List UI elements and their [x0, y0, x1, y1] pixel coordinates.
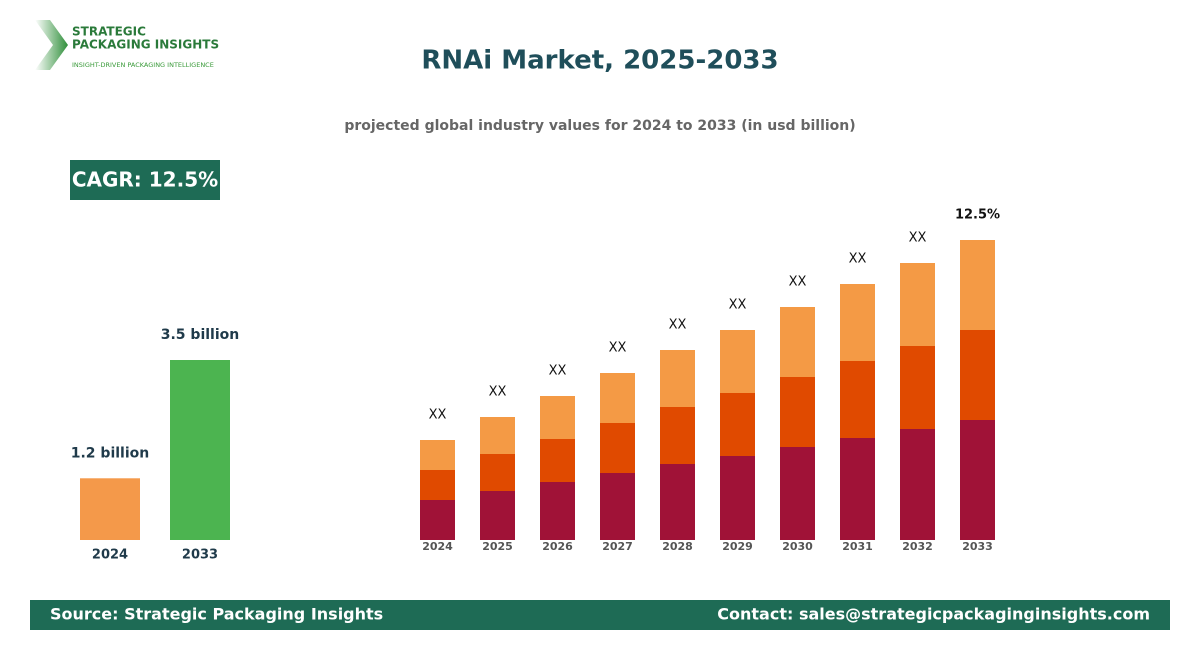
bar-segment	[840, 284, 875, 361]
bar-segment	[900, 263, 935, 346]
bar-segment	[960, 330, 995, 420]
x-tick-label: 2033	[182, 548, 218, 563]
x-tick-label: 2029	[722, 540, 753, 553]
bar	[80, 478, 140, 540]
bar-segment	[720, 393, 755, 456]
bar-segment	[660, 350, 695, 407]
bar-segment	[480, 417, 515, 454]
bar-annotation: XX	[909, 231, 927, 246]
bar-annotation: XX	[669, 318, 687, 333]
bar-segment	[900, 429, 935, 540]
bar-segment	[480, 454, 515, 491]
bar-segment	[600, 423, 635, 473]
bar-segment	[600, 473, 635, 540]
bar-segment	[660, 407, 695, 464]
logo-icon	[35, 20, 68, 70]
bar-segment	[840, 438, 875, 540]
bar-segment	[900, 346, 935, 429]
bar-annotation: XX	[789, 275, 807, 290]
logo-tagline: INSIGHT-DRIVEN PACKAGING INTELLIGENCE	[72, 61, 214, 69]
bar-segment	[540, 396, 575, 439]
bar-annotation: XX	[489, 385, 507, 400]
bar	[170, 360, 230, 540]
footer-bar	[30, 600, 1170, 630]
x-tick-label: 2032	[902, 540, 933, 553]
x-tick-label: 2030	[782, 540, 813, 553]
title: RNAi Market, 2025-2033	[421, 46, 778, 76]
x-tick-label: 2028	[662, 540, 693, 553]
logo-text: PACKAGING INSIGHTS	[72, 38, 219, 52]
footer-contact: Contact: sales@strategicpackaginginsight…	[717, 605, 1150, 624]
cagr-label: CAGR: 12.5%	[72, 168, 218, 192]
bar-annotation: XX	[849, 252, 867, 267]
x-tick-label: 2024	[92, 548, 128, 563]
bar-segment	[780, 377, 815, 447]
bar-segment	[540, 482, 575, 540]
bar-segment	[420, 500, 455, 540]
bar-segment	[960, 420, 995, 540]
bar-segment	[780, 307, 815, 377]
bar-segment	[420, 470, 455, 500]
bar-segment	[600, 373, 635, 423]
footer-source: Source: Strategic Packaging Insights	[50, 605, 383, 624]
bar-segment	[840, 361, 875, 438]
bar-segment	[960, 240, 995, 330]
cagr-box	[70, 160, 220, 200]
x-tick-label: 2025	[482, 540, 513, 553]
x-tick-label: 2026	[542, 540, 573, 553]
bar-annotation: 12.5%	[955, 208, 1000, 223]
bar-annotation: XX	[549, 364, 567, 379]
bar-segment	[660, 464, 695, 540]
logo-text: STRATEGIC	[72, 25, 146, 39]
bar-segment	[420, 440, 455, 470]
value-label: 3.5 billion	[161, 327, 239, 343]
x-tick-label: 2033	[962, 540, 993, 553]
bar-annotation: XX	[429, 408, 447, 423]
bar-segment	[720, 330, 755, 393]
bar-segment	[780, 447, 815, 540]
value-label: 1.2 billion	[71, 445, 149, 461]
bar-annotation: XX	[609, 341, 627, 356]
x-tick-label: 2031	[842, 540, 873, 553]
bar-segment	[540, 439, 575, 482]
bar-annotation: XX	[729, 298, 747, 313]
x-tick-label: 2024	[422, 540, 453, 553]
x-tick-label: 2027	[602, 540, 633, 553]
subtitle: projected global industry values for 202…	[344, 118, 855, 134]
bar-segment	[720, 456, 755, 540]
bar-segment	[480, 491, 515, 540]
